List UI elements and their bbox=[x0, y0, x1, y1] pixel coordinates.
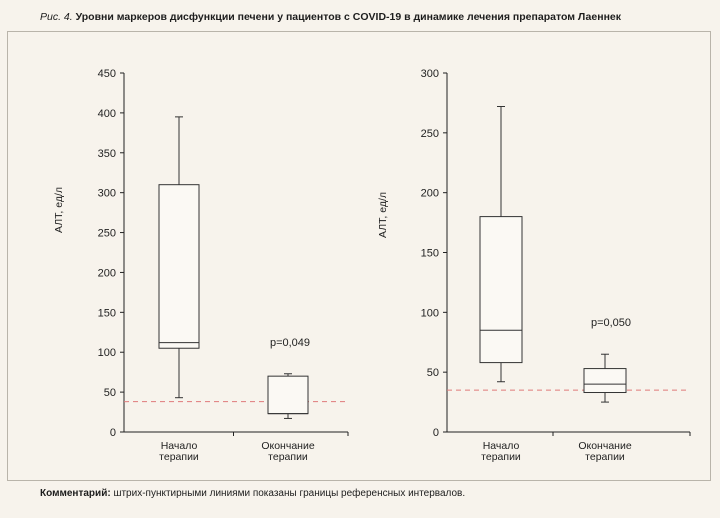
chart2-category-label: Окончание bbox=[578, 440, 631, 452]
chart2-box bbox=[583, 368, 627, 394]
comment-lead: Комментарий: bbox=[40, 488, 111, 499]
figure-comment: Комментарий: штрих-пунктирными линиями п… bbox=[40, 488, 465, 499]
chart1-y-tick-label: 100 bbox=[98, 347, 116, 359]
chart1-category-label: терапии bbox=[268, 451, 308, 463]
chart1-y-tick-label: 400 bbox=[98, 108, 116, 120]
chart1-y-tick-label: 0 bbox=[110, 427, 116, 439]
chart1-box bbox=[158, 184, 200, 349]
chart1-category-label: терапии bbox=[159, 451, 199, 463]
chart1-y-axis-label: АЛТ, ед/л bbox=[53, 187, 65, 233]
chart2-y-tick-label: 0 bbox=[433, 427, 439, 439]
chart1-y-tick-label: 150 bbox=[98, 307, 116, 319]
comment-text: штрих-пунктирными линиями показаны грани… bbox=[113, 488, 466, 499]
chart2-y-tick-label: 150 bbox=[421, 248, 439, 260]
chart1-box bbox=[267, 375, 309, 415]
chart1-y-tick-label: 200 bbox=[98, 267, 116, 279]
chart2-p-value-annotation: p=0,050 bbox=[591, 317, 631, 329]
chart1-y-tick-label: 450 bbox=[98, 68, 116, 80]
chart2-y-tick-label: 300 bbox=[421, 68, 439, 80]
chart1-category-label: Окончание bbox=[261, 440, 314, 452]
figure-label: Рис. 4. bbox=[40, 11, 73, 23]
chart1-p-value-annotation: p=0,049 bbox=[270, 337, 310, 349]
chart2-category-label: терапии bbox=[481, 451, 521, 463]
chart2-y-tick-label: 50 bbox=[427, 367, 439, 379]
chart1-y-tick-label: 350 bbox=[98, 148, 116, 160]
chart2-category-label: Начало bbox=[483, 440, 520, 452]
chart2-y-axis-label: АЛТ, ед/л bbox=[377, 192, 389, 238]
figure-title: Рис. 4. Уровни маркеров дисфункции печен… bbox=[40, 11, 621, 23]
chart2-y-tick-label: 100 bbox=[421, 307, 439, 319]
chart1-y-tick-label: 300 bbox=[98, 188, 116, 200]
figure-frame bbox=[7, 31, 711, 481]
chart2-y-tick-label: 250 bbox=[421, 128, 439, 140]
chart2-category-label: терапии bbox=[585, 451, 625, 463]
figure-title-text: Уровни маркеров дисфункции печени у паци… bbox=[75, 11, 622, 23]
chart2-y-tick-label: 200 bbox=[421, 188, 439, 200]
chart1-y-tick-label: 250 bbox=[98, 228, 116, 240]
chart1-y-tick-label: 50 bbox=[104, 387, 116, 399]
chart1-category-label: Начало bbox=[161, 440, 198, 452]
chart2-box bbox=[479, 216, 523, 364]
